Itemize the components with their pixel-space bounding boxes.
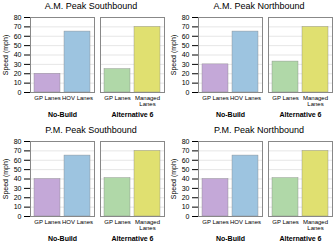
svg-text:HOV Lanes: HOV Lanes: [62, 219, 93, 225]
svg-text:No-Build: No-Build: [48, 235, 77, 242]
svg-text:Speed (mph): Speed (mph): [2, 35, 10, 75]
svg-text:30: 30: [14, 185, 22, 192]
svg-text:40: 40: [14, 175, 22, 182]
svg-text:GP Lanes: GP Lanes: [202, 95, 229, 101]
svg-text:70: 70: [182, 147, 190, 154]
svg-text:20: 20: [14, 70, 22, 77]
svg-text:GP Lanes: GP Lanes: [34, 219, 61, 225]
svg-text:10: 10: [182, 79, 190, 86]
svg-text:Alternative 6: Alternative 6: [279, 111, 321, 118]
svg-text:30: 30: [14, 61, 22, 68]
svg-text:20: 20: [14, 194, 22, 201]
svg-text:40: 40: [182, 51, 190, 58]
svg-text:0: 0: [186, 89, 190, 96]
svg-text:No-Build: No-Build: [216, 235, 245, 242]
svg-text:30: 30: [182, 61, 190, 68]
svg-text:Alternative 6: Alternative 6: [111, 235, 153, 242]
html-text:A.M. Peak Southbound: A.M. Peak Southbound: [44, 1, 138, 11]
svg-text:60: 60: [14, 156, 22, 163]
svg-text:10: 10: [14, 79, 22, 86]
svg-text:Speed (mph): Speed (mph): [170, 35, 178, 75]
svg-text:GP Lanes: GP Lanes: [34, 95, 61, 101]
svg-text:70: 70: [14, 23, 22, 30]
svg-text:20: 20: [182, 70, 190, 77]
html-text:P.M. Peak Southbound: P.M. Peak Southbound: [45, 125, 137, 135]
svg-text:20: 20: [182, 194, 190, 201]
svg-text:ManagedLanes: ManagedLanes: [135, 219, 160, 231]
svg-text:60: 60: [182, 156, 190, 163]
svg-text:ManagedLanes: ManagedLanes: [135, 95, 160, 107]
svg-text:80: 80: [182, 138, 190, 145]
svg-text:HOV Lanes: HOV Lanes: [62, 95, 93, 101]
svg-text:Alternative 6: Alternative 6: [279, 235, 321, 242]
svg-text:10: 10: [182, 203, 190, 210]
svg-text:GP Lanes: GP Lanes: [202, 219, 229, 225]
svg-text:60: 60: [14, 32, 22, 39]
svg-text:70: 70: [14, 147, 22, 154]
svg-text:70: 70: [182, 23, 190, 30]
svg-text:Speed (mph): Speed (mph): [2, 159, 10, 199]
svg-text:GP Lanes: GP Lanes: [104, 219, 131, 225]
svg-text:80: 80: [182, 14, 190, 21]
svg-text:0: 0: [18, 213, 22, 220]
svg-text:0: 0: [18, 89, 22, 96]
html-text:A.M. Peak Northbound: A.M. Peak Northbound: [213, 1, 305, 11]
svg-text:No-Build: No-Build: [48, 111, 77, 118]
svg-text:No-Build: No-Build: [216, 111, 245, 118]
svg-text:HOV Lanes: HOV Lanes: [230, 219, 261, 225]
svg-text:40: 40: [14, 51, 22, 58]
svg-text:50: 50: [182, 166, 190, 173]
svg-text:60: 60: [182, 32, 190, 39]
svg-text:Alternative 6: Alternative 6: [111, 111, 153, 118]
svg-text:40: 40: [182, 175, 190, 182]
svg-text:GP Lanes: GP Lanes: [104, 95, 131, 101]
svg-text:80: 80: [14, 138, 22, 145]
svg-text:GP Lanes: GP Lanes: [272, 219, 299, 225]
svg-text:ManagedLanes: ManagedLanes: [303, 95, 328, 107]
svg-text:ManagedLanes: ManagedLanes: [303, 219, 328, 231]
svg-text:10: 10: [14, 203, 22, 210]
svg-text:80: 80: [14, 14, 22, 21]
svg-text:50: 50: [14, 166, 22, 173]
html-text:P.M. Peak Northbound: P.M. Peak Northbound: [214, 125, 304, 135]
svg-text:0: 0: [186, 213, 190, 220]
svg-text:30: 30: [182, 185, 190, 192]
svg-text:50: 50: [182, 42, 190, 49]
svg-text:GP Lanes: GP Lanes: [272, 95, 299, 101]
svg-text:50: 50: [14, 42, 22, 49]
svg-text:Speed (mph): Speed (mph): [170, 159, 178, 199]
svg-text:HOV Lanes: HOV Lanes: [230, 95, 261, 101]
